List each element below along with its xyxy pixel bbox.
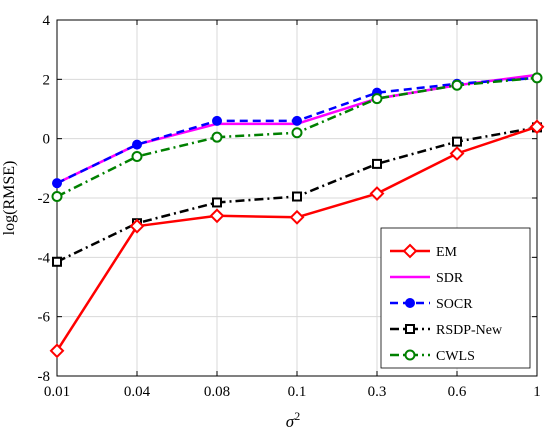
data-point-em xyxy=(449,146,465,161)
y-axis-label: log(RMSE) xyxy=(1,161,18,236)
y-tick-label: 0 xyxy=(43,132,51,148)
legend-item-cwls: CWLS xyxy=(390,349,475,364)
legend-item-sdr: SDR xyxy=(390,271,464,286)
y-tick-label: -8 xyxy=(38,369,51,385)
data-point-cwls xyxy=(131,150,143,162)
y-tick-label: 4 xyxy=(43,13,51,29)
y-tick-label: -6 xyxy=(38,310,51,326)
data-point-socr xyxy=(292,115,302,126)
y-tick-label: 2 xyxy=(43,72,51,88)
data-point-rsdp-new xyxy=(452,136,462,147)
data-point-socr xyxy=(52,178,62,189)
data-point-cwls xyxy=(291,127,303,139)
data-point-socr xyxy=(212,115,222,126)
data-point-cwls xyxy=(51,191,63,203)
x-axis-label: σ2 xyxy=(286,409,300,431)
legend-marker xyxy=(404,349,416,361)
legend-label: CWLS xyxy=(436,349,475,364)
data-point-cwls xyxy=(531,72,543,84)
data-point-rsdp-new xyxy=(52,256,62,267)
legend-item-rsdp-new: RSDP-New xyxy=(390,323,503,338)
legend-item-socr: SOCR xyxy=(390,297,473,312)
x-tick-label: 0.08 xyxy=(204,384,230,400)
y-tick-label: -2 xyxy=(38,191,51,207)
data-point-rsdp-new xyxy=(212,197,222,208)
data-point-cwls xyxy=(211,131,223,143)
x-tick-label: 0.6 xyxy=(448,384,467,400)
data-point-em xyxy=(289,209,305,225)
data-point-cwls xyxy=(451,79,463,91)
legend-label: RSDP-New xyxy=(436,323,503,338)
y-tick-label: -4 xyxy=(38,250,51,266)
legend: EM SDR SOCR RSDP-New CWLS xyxy=(380,227,531,369)
legend-label: SDR xyxy=(436,271,464,286)
data-point-em xyxy=(529,119,545,135)
series-cwls xyxy=(51,72,543,203)
legend-item-em: EM xyxy=(390,243,458,260)
x-tick-label: 1 xyxy=(533,384,541,400)
x-tick-label: 0.04 xyxy=(124,384,151,400)
legend-label: EM xyxy=(436,245,458,260)
x-axis-label-base: σ xyxy=(286,412,295,431)
legend-marker xyxy=(405,298,415,308)
data-point-em xyxy=(369,186,385,201)
data-point-em xyxy=(129,218,145,234)
legend-items: EM SDR SOCR RSDP-New CWLS xyxy=(390,243,503,364)
data-point-em xyxy=(209,208,225,224)
x-axis-ticks: 0.01 0.04 0.08 0.1 0.3 0.6 1 xyxy=(44,20,541,400)
legend-marker xyxy=(405,324,415,334)
data-point-cwls xyxy=(371,93,383,105)
x-tick-label: 0.3 xyxy=(368,384,387,400)
x-tick-label: 0.1 xyxy=(288,384,307,400)
legend-label: SOCR xyxy=(436,297,473,312)
series-em xyxy=(49,119,545,359)
x-tick-label: 0.01 xyxy=(44,384,70,400)
data-point-socr xyxy=(132,139,142,150)
series-group xyxy=(49,72,545,359)
data-point-rsdp-new xyxy=(292,191,302,202)
data-point-rsdp-new xyxy=(372,158,382,169)
data-point-em xyxy=(49,343,65,359)
legend-marker xyxy=(402,243,418,259)
x-axis-label-exponent: 2 xyxy=(294,409,300,423)
